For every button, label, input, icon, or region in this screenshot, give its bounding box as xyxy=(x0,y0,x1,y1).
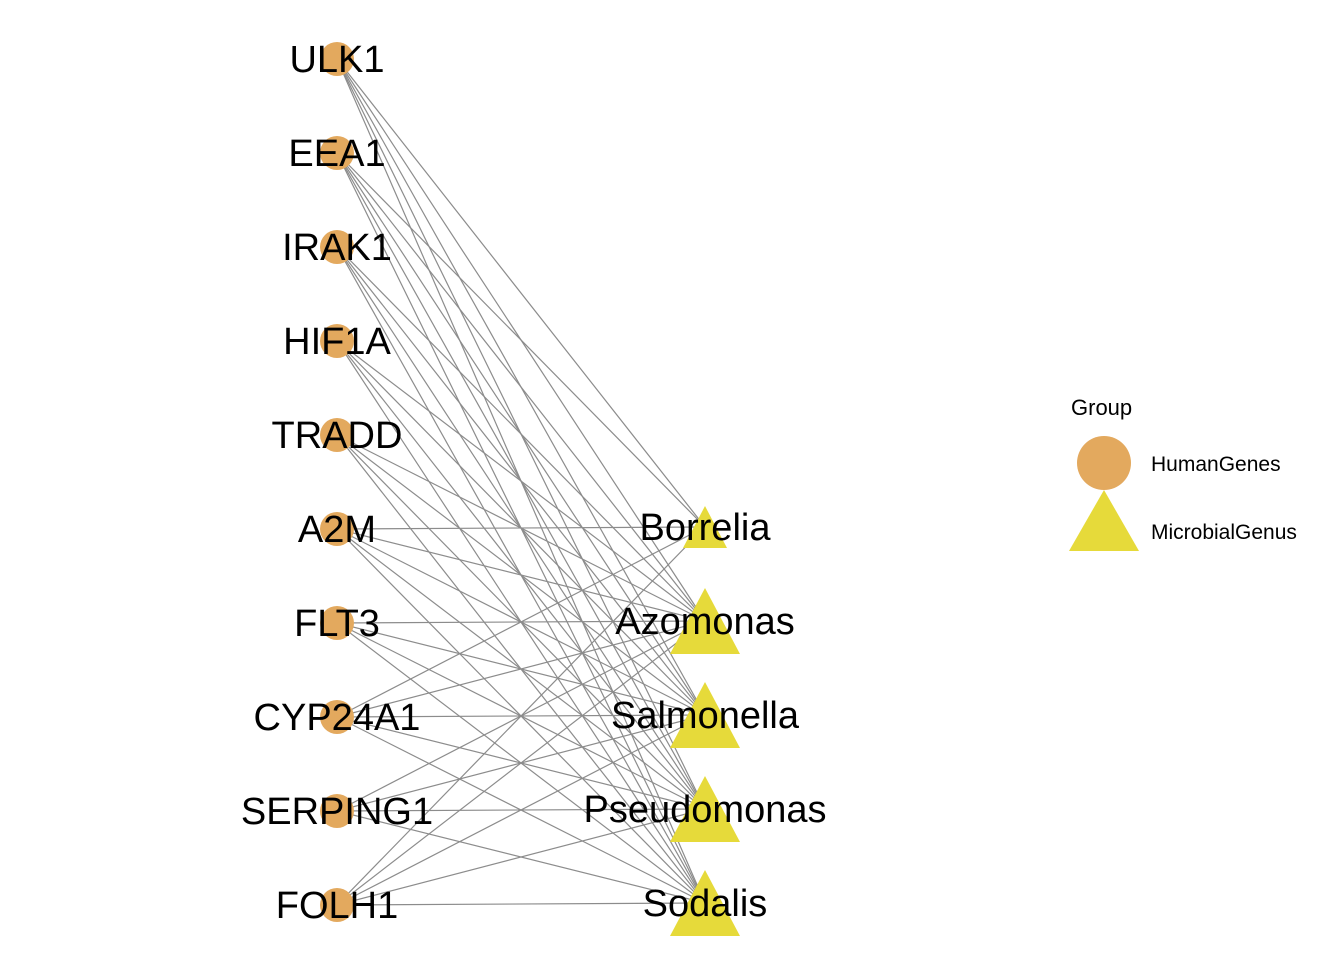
edge-hif1a-azomonas xyxy=(336,340,706,622)
legend-item-microbial-genus: MicrobialGenus xyxy=(1151,521,1297,544)
node-azomonas xyxy=(670,588,740,654)
node-hif1a xyxy=(320,324,354,358)
edge-eea1-azomonas xyxy=(336,152,706,622)
edges-layer xyxy=(336,58,706,906)
node-irak1 xyxy=(320,230,354,264)
edge-a2m-azomonas xyxy=(336,528,706,622)
node-salmonella xyxy=(670,682,740,748)
label-azomonas: Azomonas xyxy=(615,601,795,643)
label-sodalis: Sodalis xyxy=(643,883,768,925)
label-irak1: IRAK1 xyxy=(282,227,392,269)
edge-ulk1-borrelia xyxy=(336,58,706,528)
legend-triangle-marker xyxy=(1069,490,1139,551)
node-flt3 xyxy=(320,606,354,640)
edge-cyp24a1-azomonas xyxy=(336,620,706,718)
node-eea1 xyxy=(320,136,354,170)
legend-item-human-genes: HumanGenes xyxy=(1151,453,1281,476)
edge-cyp24a1-borrelia xyxy=(336,526,706,718)
edge-folh1-borrelia xyxy=(336,526,706,906)
label-salmonella: Salmonella xyxy=(611,695,800,737)
node-pseudomonas xyxy=(670,776,740,842)
edge-folh1-salmonella xyxy=(336,714,706,906)
label-serping1: SERPING1 xyxy=(241,791,433,833)
label-cyp24a1: CYP24A1 xyxy=(254,697,421,739)
legend: Group HumanGenes MicrobialGenus xyxy=(1069,395,1297,551)
label-flt3: FLT3 xyxy=(294,603,380,645)
label-tradd: TRADD xyxy=(272,415,403,457)
edge-a2m-borrelia xyxy=(336,526,706,530)
label-borrelia: Borrelia xyxy=(640,507,772,549)
edge-folh1-sodalis xyxy=(336,902,706,906)
nodes-layer xyxy=(320,42,740,936)
legend-title: Group xyxy=(1071,395,1132,420)
labels-layer: ULK1 EEA1 IRAK1 HIF1A TRADD A2M FLT3 CYP24A1 SER… xyxy=(241,39,827,927)
node-borrelia xyxy=(683,506,727,548)
node-ulk1 xyxy=(320,42,354,76)
node-tradd xyxy=(320,418,354,452)
edge-folh1-pseudomonas xyxy=(336,808,706,906)
node-folh1 xyxy=(320,888,354,922)
edge-folh1-azomonas xyxy=(336,620,706,906)
label-a2m: A2M xyxy=(298,509,376,551)
node-a2m xyxy=(320,512,354,546)
label-folh1: FOLH1 xyxy=(276,885,398,927)
node-sodalis xyxy=(670,870,740,936)
edge-eea1-borrelia xyxy=(336,152,706,528)
legend-circle-marker xyxy=(1077,436,1131,490)
node-serping1 xyxy=(320,794,354,828)
label-eea1: EEA1 xyxy=(288,133,385,175)
label-pseudomonas: Pseudomonas xyxy=(584,789,827,831)
node-cyp24a1 xyxy=(320,700,354,734)
label-hif1a: HIF1A xyxy=(283,321,391,363)
label-ulk1: ULK1 xyxy=(289,39,384,81)
